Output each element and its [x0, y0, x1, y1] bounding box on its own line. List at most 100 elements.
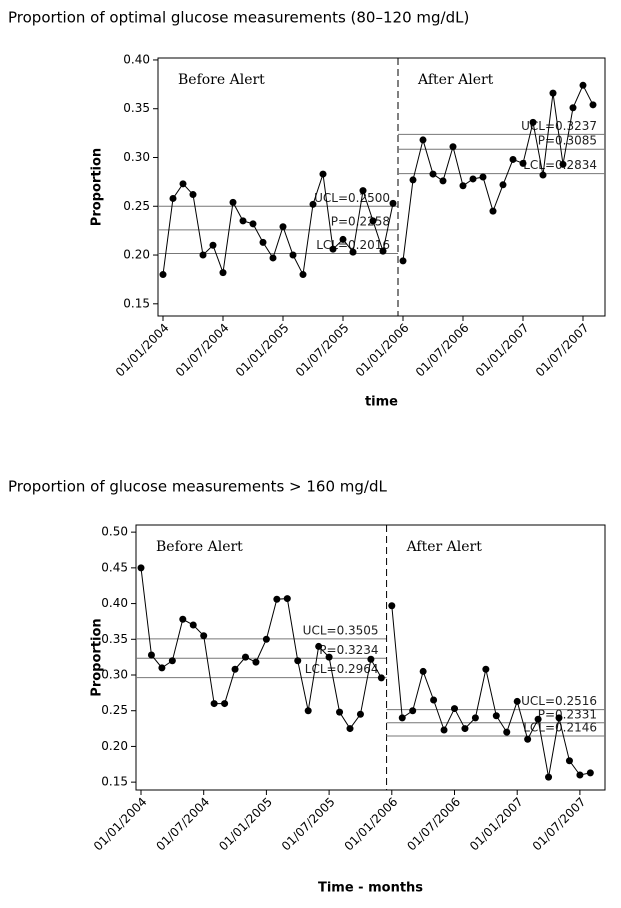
- data-point: [325, 653, 333, 661]
- data-point: [242, 653, 249, 661]
- data-point: [179, 615, 187, 623]
- x-tick-label: 01/01/2007: [473, 321, 532, 380]
- x-tick-label: 01/01/2004: [113, 321, 172, 380]
- x-tick-label: 01/01/2007: [467, 795, 526, 854]
- chart-title: Proportion of glucose measurements > 160…: [8, 478, 387, 496]
- data-point: [429, 170, 437, 178]
- data-point: [221, 700, 229, 708]
- control-limit-label: LCL=0.2964: [305, 662, 379, 676]
- data-point: [339, 235, 347, 243]
- data-point: [356, 710, 364, 718]
- data-point: [189, 621, 197, 629]
- data-point: [439, 177, 447, 185]
- data-point: [283, 595, 291, 603]
- y-tick-label: 0.30: [101, 668, 128, 682]
- data-point: [319, 170, 327, 178]
- y-tick-label: 0.35: [101, 632, 128, 646]
- data-point: [565, 757, 573, 765]
- x-tick-label: 01/07/2005: [293, 321, 352, 380]
- data-point: [377, 674, 385, 682]
- data-point: [399, 257, 407, 265]
- data-point: [492, 712, 500, 720]
- x-tick-label: 01/07/2004: [173, 321, 232, 380]
- data-point: [519, 159, 527, 167]
- data-point: [269, 254, 277, 262]
- y-tick-label: 0.15: [101, 775, 128, 789]
- data-point: [369, 217, 377, 225]
- control-limit-label: P=0.2331: [538, 707, 597, 721]
- data-point: [210, 700, 218, 708]
- data-point: [168, 657, 176, 665]
- data-point: [367, 655, 375, 663]
- data-point: [471, 714, 479, 722]
- data-point: [539, 171, 547, 179]
- data-point: [482, 665, 490, 673]
- y-axis-label: Proportion: [90, 148, 105, 226]
- data-point: [451, 705, 458, 713]
- data-point: [389, 199, 397, 207]
- data-point: [545, 773, 553, 781]
- data-point: [586, 769, 594, 777]
- data-point: [294, 657, 302, 665]
- plot-frame: [135, 524, 606, 791]
- data-point: [137, 564, 145, 572]
- x-tick-label: 01/07/2005: [279, 795, 338, 854]
- data-point: [304, 707, 312, 715]
- data-point: [513, 697, 521, 705]
- y-tick-label: 0.50: [101, 525, 128, 539]
- data-point: [459, 182, 467, 190]
- y-axis-label: Proportion: [90, 618, 105, 696]
- phase-label: Before Alert: [156, 539, 243, 555]
- data-point: [409, 176, 417, 184]
- data-point: [398, 714, 406, 722]
- data-point: [329, 245, 337, 253]
- data-point: [503, 728, 511, 736]
- data-point: [169, 194, 177, 202]
- data-point: [147, 651, 155, 659]
- data-point: [315, 642, 323, 650]
- data-point: [159, 271, 167, 279]
- data-point: [336, 708, 344, 716]
- data-point: [262, 635, 270, 643]
- data-point: [529, 118, 537, 126]
- data-point: [289, 251, 297, 259]
- y-tick-label: 0.35: [123, 101, 150, 115]
- control-limit-label: UCL=0.3237: [521, 119, 597, 133]
- control-limit-label: LCL=0.2146: [523, 721, 597, 735]
- data-point: [449, 143, 457, 151]
- data-point: [534, 715, 542, 723]
- y-tick-label: 0.40: [101, 596, 128, 610]
- x-tick-label: 01/01/2006: [342, 795, 401, 854]
- x-tick-label: 01/07/2004: [153, 795, 212, 854]
- data-point: [209, 241, 217, 249]
- data-point: [499, 181, 507, 189]
- y-tick-label: 0.20: [101, 739, 128, 753]
- data-point: [379, 247, 387, 255]
- data-point: [524, 735, 532, 743]
- data-point: [299, 271, 307, 279]
- y-tick-label: 0.25: [101, 703, 128, 717]
- x-axis-label: time: [365, 395, 398, 410]
- data-point: [419, 667, 427, 675]
- data-point: [200, 632, 208, 640]
- y-tick-label: 0.20: [123, 248, 150, 262]
- data-point: [559, 160, 567, 168]
- data-point: [479, 173, 487, 181]
- y-tick-label: 0.30: [123, 150, 150, 164]
- data-point: [231, 665, 239, 673]
- control-limit-label: UCL=0.2500: [314, 191, 390, 205]
- control-limit-label: UCL=0.2516: [521, 694, 597, 708]
- data-point: [569, 104, 577, 112]
- phase-label: After Alert: [417, 72, 494, 88]
- x-tick-label: 01/01/2006: [353, 321, 412, 380]
- data-point: [576, 771, 584, 779]
- chart-title: Proportion of optimal glucose measuremen…: [8, 9, 469, 27]
- data-point: [409, 707, 417, 715]
- y-tick-label: 0.25: [123, 199, 150, 213]
- data-point: [252, 658, 260, 666]
- data-point: [259, 238, 267, 246]
- control-limit-label: P=0.3234: [319, 643, 378, 657]
- data-point: [249, 220, 257, 228]
- control-limit-label: UCL=0.3505: [303, 623, 379, 637]
